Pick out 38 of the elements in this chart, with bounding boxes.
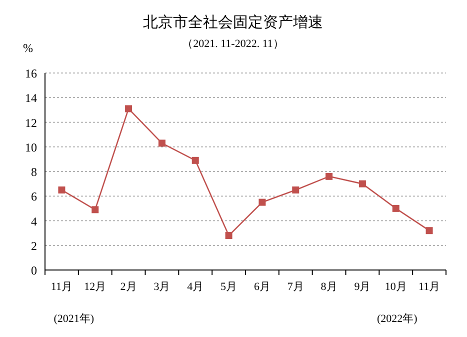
point [426,227,433,234]
y-tick-label: 0 [31,264,37,278]
x-tick-label: 12月 [84,281,106,293]
x-tick-label: 8月 [320,281,338,293]
chart-subtitle: （2021. 11-2022. 11） [182,38,284,50]
point [58,186,66,194]
y-tick-label: 14 [25,91,37,106]
chart-title: 北京市全社会固定资产增速 [143,14,323,31]
point [326,172,333,180]
x-tick-label: 11月 [50,281,73,293]
x-tick-label: 11月 [418,281,440,293]
point [125,105,132,112]
y-tick-label: 8 [31,165,37,179]
y-tick-label: 16 [25,66,37,80]
y-tick-label: 10 [25,140,37,154]
x-tick-label: 9月 [354,281,371,293]
y-axis-title: % [23,41,33,55]
point [158,140,166,147]
x-tick-label: 3月 [154,281,170,293]
point [225,232,232,240]
x-tick-label: 10月 [384,281,407,293]
point [292,186,300,194]
x-tick-label: 5月 [220,281,238,293]
text: (2021年) [54,313,94,325]
point [92,206,99,214]
point [358,180,366,188]
text: (2022年) [376,313,418,325]
y-tick-label: 12 [25,116,37,130]
y-tick-label: 6 [31,190,37,204]
point [258,198,266,206]
x-tick-label: 6月 [254,281,270,293]
point [192,156,199,164]
x-tick-label: 7月 [287,281,304,293]
x-tick-label: 4月 [187,281,204,293]
y-tick-label: 2 [31,238,37,253]
x-tick-label: 2月 [120,281,137,293]
y-tick-label: 4 [31,214,37,228]
point [392,204,400,212]
